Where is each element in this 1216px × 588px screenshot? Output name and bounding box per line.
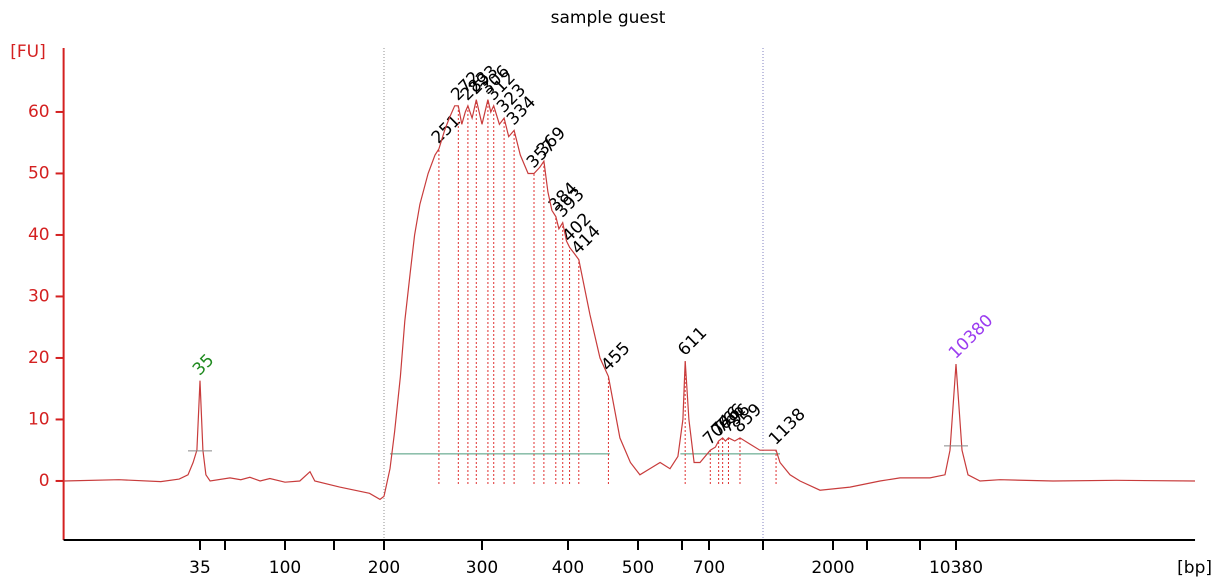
trace [63, 99, 1196, 501]
peak-label: 1138 [765, 405, 810, 450]
x-tick-label: 100 [269, 558, 301, 578]
x-tick-label: 400 [552, 558, 584, 578]
x-tick-label: 10380 [929, 558, 983, 578]
chart-title: sample guest [551, 8, 666, 28]
peak-label: 455 [597, 338, 634, 375]
x-tick-label: 700 [693, 558, 725, 578]
y-tick-label: 0 [39, 471, 50, 491]
marker-label: 35 [189, 350, 218, 379]
y-tick-label: 30 [28, 286, 50, 306]
y-tick-label: 10 [28, 409, 50, 429]
x-axis-label: [bp] [1177, 558, 1212, 578]
x-tick-label: 500 [622, 558, 654, 578]
y-tick-label: 40 [28, 225, 50, 245]
peak-label: 251 [428, 111, 465, 148]
peak-label: 611 [674, 323, 711, 360]
y-tick-label: 50 [28, 163, 50, 183]
x-tick-label: 200 [368, 558, 400, 578]
x-tick-label: 2000 [811, 558, 854, 578]
x-tick-label: 300 [466, 558, 498, 578]
y-tick-label: 20 [28, 348, 50, 368]
marker-label: 10380 [945, 311, 997, 363]
x-tick-label: 35 [189, 558, 211, 578]
y-axis-label: [FU] [10, 42, 46, 62]
y-tick-label: 60 [28, 102, 50, 122]
